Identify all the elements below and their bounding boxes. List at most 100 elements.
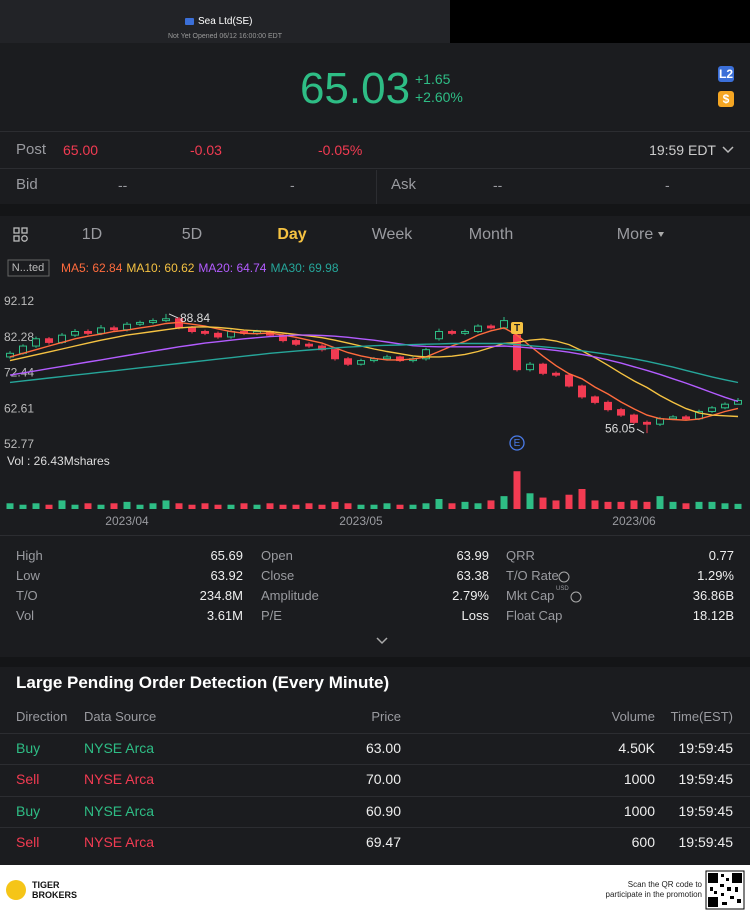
bid-label: Bid (16, 176, 38, 193)
volume-bar (331, 501, 339, 509)
candle-body (188, 327, 196, 333)
stat-label: Amplitude (261, 588, 319, 604)
order-cell: 1000 (623, 802, 655, 819)
volume-bar (487, 500, 495, 509)
ask-price: -- (493, 176, 503, 193)
candle-body (552, 372, 560, 376)
section-title: Large Pending Order Detection (Every Min… (16, 672, 390, 692)
ma-line (9, 321, 739, 421)
unit-note: USD (556, 586, 569, 593)
last-price: 65.03 (299, 63, 411, 113)
order-cell: NYSE Arca (84, 739, 155, 756)
order-cell: 19:59:45 (678, 834, 734, 851)
badge[interactable]: L2 (718, 66, 734, 82)
range-box (7, 259, 50, 277)
post-label: Post (16, 141, 47, 158)
order-cell: NYSE Arca (84, 834, 155, 851)
stat-label: QRR (506, 548, 535, 564)
post-change-pct: -0.05% (318, 141, 363, 158)
volume-bar (123, 501, 131, 509)
x-tick-label: 2023/04 (105, 514, 149, 528)
stat-value: 0.77 (708, 548, 734, 564)
divider (0, 827, 750, 828)
order-cell: Buy (16, 739, 41, 756)
stat-label: T/O Rate (506, 568, 559, 584)
stat-value: 63.38 (456, 568, 489, 584)
range-label: N...ted (12, 262, 44, 274)
bid-size: - (290, 176, 295, 193)
stat-value: 1.29% (697, 568, 734, 584)
bid-price: -- (118, 176, 128, 193)
column-header: Direction (16, 709, 68, 725)
divider (0, 535, 750, 536)
layout-icon (13, 227, 28, 242)
candle-body (344, 358, 352, 365)
volume-bar (71, 504, 79, 509)
column-header: Volume (611, 709, 655, 725)
period-tab[interactable]: Week (371, 226, 413, 244)
ma-line (9, 334, 739, 403)
volume-bar (162, 500, 170, 509)
candle-body (526, 363, 534, 371)
candle-body (305, 343, 313, 347)
volume-bar (318, 504, 326, 509)
volume-bar (175, 503, 183, 509)
period-tab[interactable]: More (616, 226, 654, 244)
badge[interactable]: $ (718, 91, 734, 107)
stat-value: 63.99 (456, 548, 489, 564)
price-change: +1.65 (415, 70, 451, 87)
candle-body (97, 327, 105, 334)
y-tick-label: 92.12 (4, 294, 34, 308)
volume-bar (461, 501, 469, 509)
candle-body (617, 409, 625, 416)
candle-body (604, 401, 612, 411)
stat-label: Vol (16, 608, 35, 624)
volume-bar (227, 504, 235, 509)
period-tab[interactable]: 5D (181, 226, 203, 244)
order-cell: 600 (631, 834, 655, 851)
volume-bar (97, 504, 105, 509)
volume-bar (513, 471, 521, 509)
stat-label: Float Cap (506, 608, 563, 624)
volume-bar (305, 503, 313, 509)
divider (0, 131, 750, 132)
stock-title: Sea Ltd(SE) (198, 16, 253, 27)
candle-body (643, 421, 651, 425)
order-cell: Sell (16, 834, 40, 851)
column-header: Time(EST) (670, 709, 733, 725)
order-cell: Sell (16, 771, 40, 788)
volume-bar (604, 501, 612, 509)
post-time: 19:59 EDT (649, 141, 716, 158)
x-tick-label: 2023/06 (612, 514, 656, 528)
legend-entry: MA10: 60.62 (126, 261, 195, 275)
column-header: Data Source (84, 709, 157, 725)
footer (0, 865, 750, 917)
low-label: 56.05 (605, 421, 635, 435)
period-tab[interactable]: 1D (81, 226, 103, 244)
order-cell: 4.50K (618, 739, 655, 756)
divider (0, 733, 750, 734)
event-marker: E (514, 438, 521, 449)
candle-body (162, 318, 170, 322)
volume-bar (682, 503, 690, 509)
period-tab[interactable]: Day (277, 226, 307, 244)
volume-bar (396, 504, 404, 509)
volume-bar (188, 504, 196, 509)
volume-bar (110, 503, 118, 509)
more-caret (658, 232, 664, 237)
ma-legend: MA5: 62.84 MA10: 60.62 MA20: 64.74 MA30: 69… (61, 260, 339, 276)
volume-bar (526, 493, 534, 509)
period-tab[interactable]: Month (468, 226, 514, 244)
volume-bar (201, 503, 209, 509)
order-cell: NYSE Arca (84, 802, 155, 819)
market-status: Not Yet Opened 06/12 16:00:00 EDT (167, 32, 283, 40)
legend-entry: MA30: 69.98 (270, 261, 339, 275)
volume-bar (656, 496, 664, 509)
volume-bar (6, 503, 14, 509)
volume-bar (383, 503, 391, 509)
gap-band (0, 204, 750, 216)
trade-marker-bg (511, 322, 523, 334)
candle-body (682, 416, 690, 420)
